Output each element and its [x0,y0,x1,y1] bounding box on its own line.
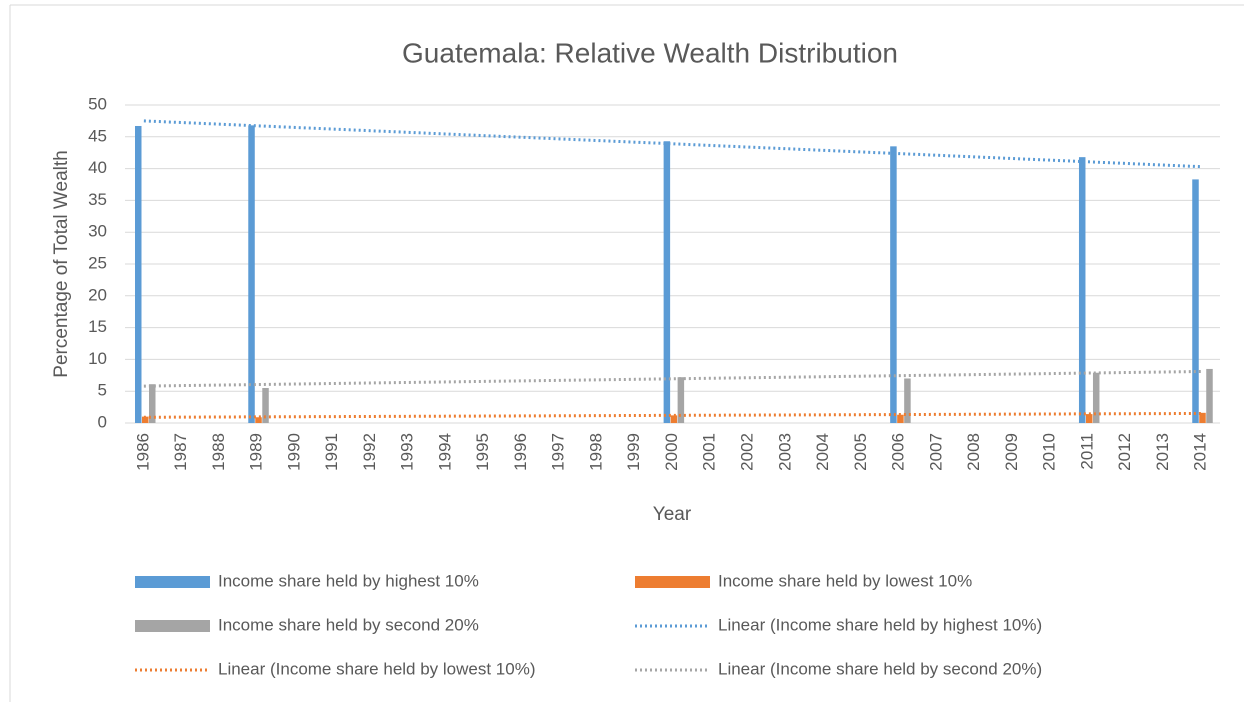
bar [149,384,156,423]
bar [677,377,685,423]
x-tick-label: 1987 [171,433,190,471]
bar [904,378,911,423]
x-tick-label: 2010 [1040,433,1059,471]
y-tick-label: 15 [88,317,107,336]
bar [670,415,678,423]
legend-label: Income share held by highest 10% [218,571,479,590]
x-tick-label: 1993 [398,433,417,471]
y-tick-label: 45 [88,126,107,145]
x-tick-label: 2009 [1002,433,1021,471]
chart-title: Guatemala: Relative Wealth Distribution [402,37,898,68]
legend-swatch [135,576,210,588]
legend-swatch [135,620,210,632]
x-tick-label: 1996 [511,433,530,471]
y-tick-label: 25 [88,253,107,272]
x-axis-title: Year [653,504,692,525]
legend-label: Income share held by lowest 10% [718,571,972,590]
x-tick-label: 2005 [851,433,870,471]
trendline [143,411,1202,419]
bar [1192,179,1199,423]
bar [1092,372,1100,423]
x-tick-label: 2001 [700,433,719,471]
x-tick-label: 1995 [473,433,492,471]
bar [897,414,904,423]
y-tick-label: 30 [88,222,107,241]
legend-label: Linear (Income share held by lowest 10%) [218,659,536,678]
bar [1199,412,1206,423]
y-tick-label: 0 [98,412,107,431]
bar [255,417,262,423]
y-axis-title: Percentage of Total Wealth [51,150,72,377]
x-tick-label: 2004 [813,433,832,471]
x-tick-label: 2000 [662,433,681,471]
x-tick-label: 1999 [624,433,643,471]
y-tick-label: 35 [88,190,107,209]
legend-label: Income share held by second 20% [218,615,479,634]
y-tick-label: 40 [88,158,107,177]
x-tick-label: 1998 [586,433,605,471]
x-tick-label: 2008 [964,433,983,471]
bar [248,125,255,424]
y-tick-label: 20 [88,285,107,304]
trendline [143,369,1202,388]
y-tick-label: 5 [98,381,107,400]
bar [1085,414,1093,423]
x-tick-label: 2012 [1115,433,1134,471]
bar [663,141,671,423]
x-tick-label: 1988 [209,433,228,471]
legend-label: Linear (Income share held by second 20%) [718,659,1042,678]
legend-swatch [635,576,710,588]
bar [890,146,897,423]
trendline [143,119,1202,169]
x-tick-label: 1994 [435,433,454,471]
y-tick-label: 10 [88,349,107,368]
x-tick-label: 2006 [889,433,908,471]
x-tick-label: 1997 [549,433,568,471]
bar [135,125,142,423]
x-tick-label: 1992 [360,433,379,471]
bar [262,388,269,423]
x-tick-label: 2007 [926,433,945,471]
bar [142,416,149,423]
bar [1206,368,1213,423]
x-tick-label: 1986 [133,433,152,471]
y-tick-label: 50 [88,94,107,113]
x-tick-label: 2002 [738,433,757,471]
x-tick-label: 2014 [1191,433,1210,471]
x-tick-label: 1991 [322,433,341,471]
x-tick-label: 2003 [775,433,794,471]
x-tick-label: 2011 [1077,433,1096,470]
x-tick-label: 1989 [247,433,266,471]
legend-label: Linear (Income share held by highest 10%… [718,615,1042,634]
x-tick-label: 2013 [1153,433,1172,471]
x-tick-label: 1990 [284,433,303,471]
bar [1078,157,1086,424]
